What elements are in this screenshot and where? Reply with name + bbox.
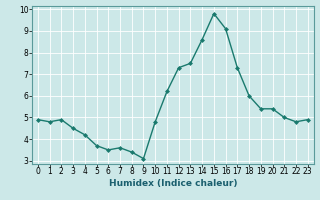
X-axis label: Humidex (Indice chaleur): Humidex (Indice chaleur) (108, 179, 237, 188)
